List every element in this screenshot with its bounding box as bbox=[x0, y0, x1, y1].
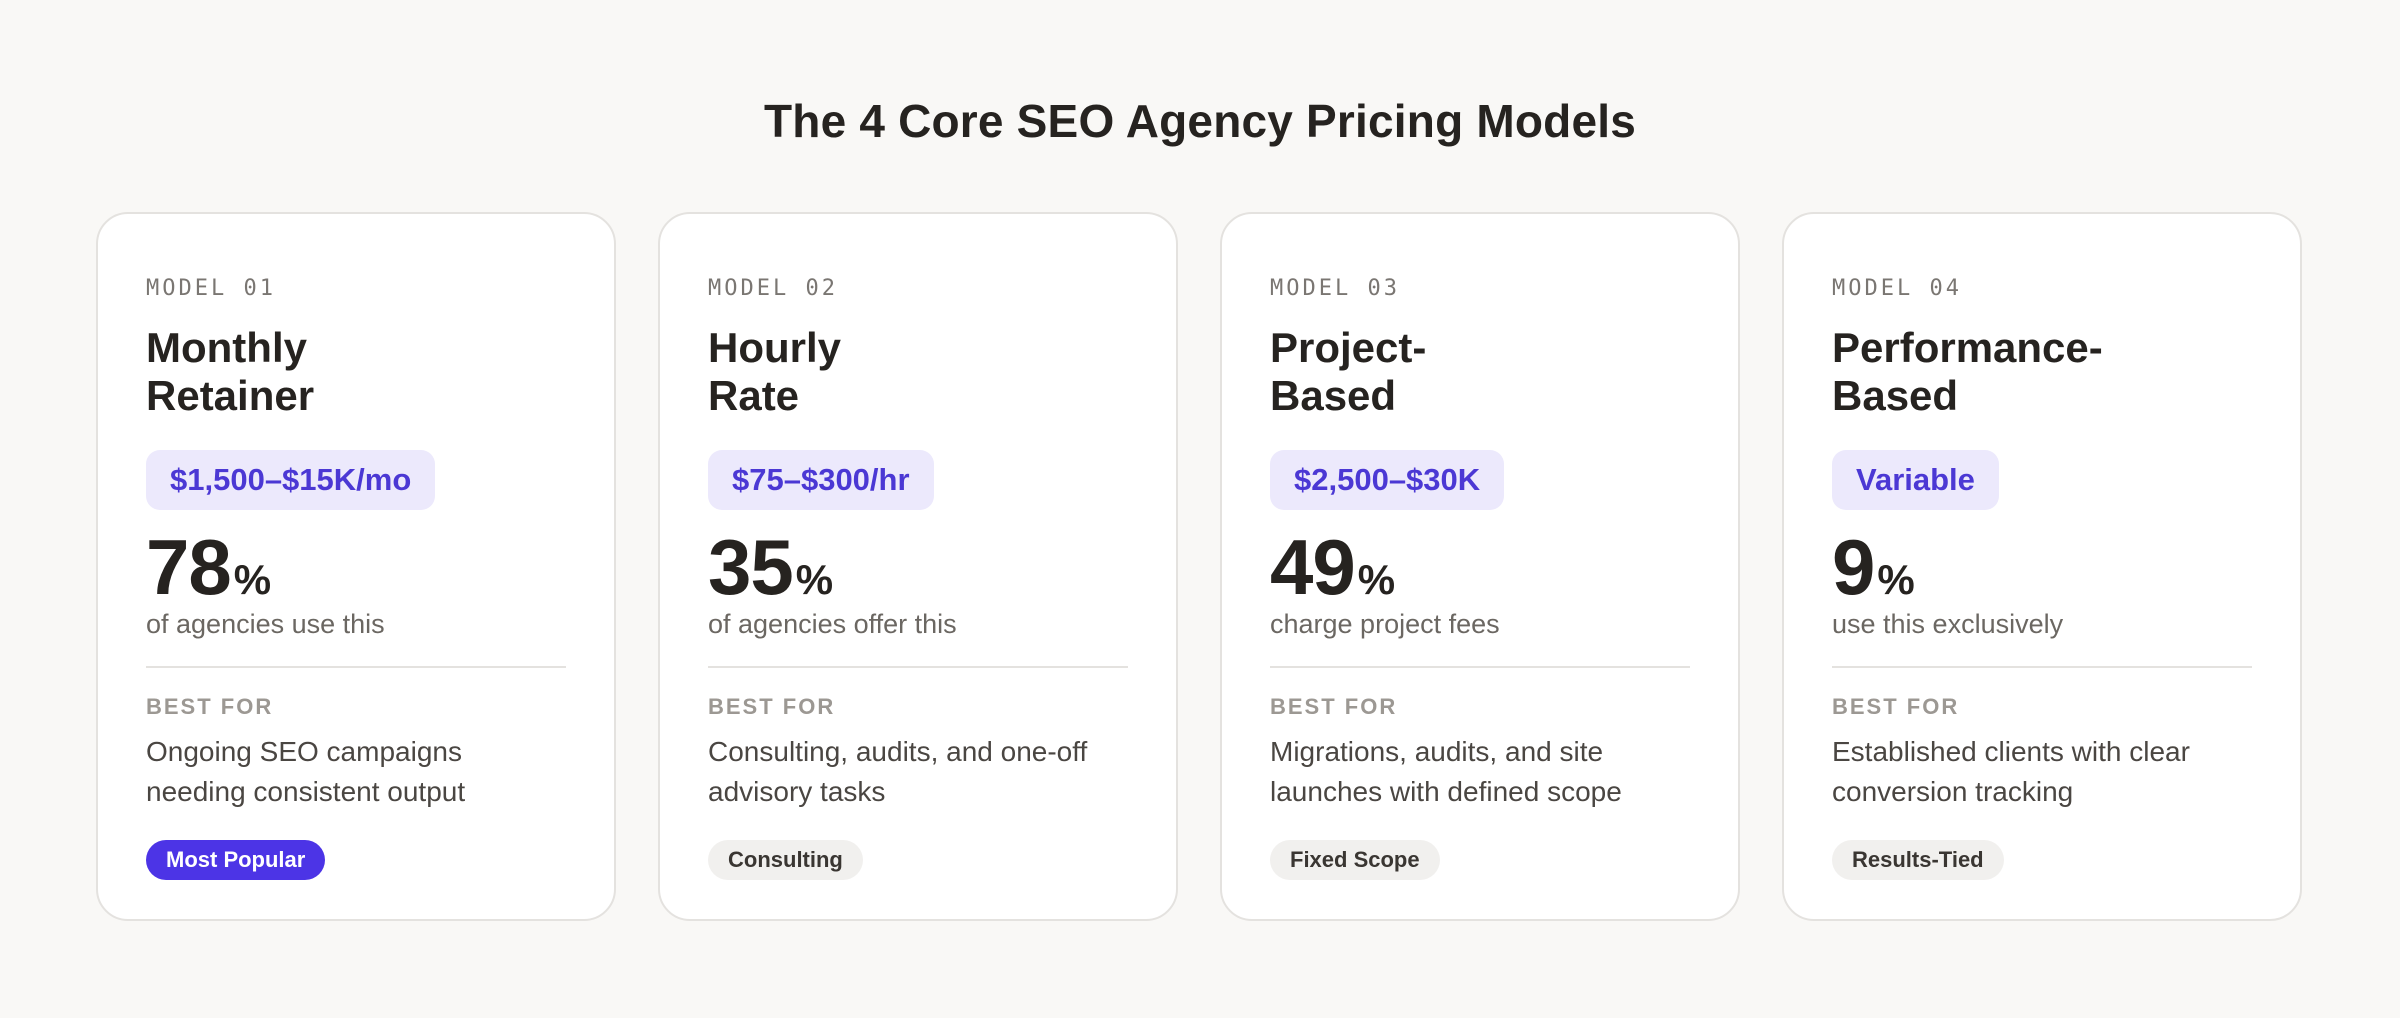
pricing-card-project-based: MODEL 03 Project- Based $2,500–$30K 49 %… bbox=[1220, 212, 1740, 921]
model-name-line1: Performance- bbox=[1832, 324, 2103, 371]
stat-caption: use this exclusively bbox=[1832, 609, 2064, 639]
best-for-text: Migrations, audits, and site launches wi… bbox=[1270, 736, 1622, 807]
model-name-line1: Project- bbox=[1270, 324, 1427, 371]
model-name-line2: Retainer bbox=[146, 372, 315, 419]
model-name: Monthly Retainer bbox=[146, 324, 566, 420]
divider bbox=[708, 666, 1128, 668]
divider bbox=[146, 666, 566, 668]
model-label: MODEL 01 bbox=[146, 276, 276, 301]
best-for-text: Consulting, audits, and one-off advisory… bbox=[708, 736, 1088, 807]
best-for-label: BEST FOR bbox=[1270, 694, 1398, 719]
price-range-badge: Variable bbox=[1832, 450, 1999, 510]
stat-caption: of agencies offer this bbox=[708, 609, 957, 639]
best-for-text: Ongoing SEO campaigns needing consistent… bbox=[146, 736, 466, 807]
model-name-line1: Monthly bbox=[146, 324, 307, 371]
pricing-card-monthly-retainer: MODEL 01 Monthly Retainer $1,500–$15K/mo… bbox=[96, 212, 616, 921]
model-name: Performance- Based bbox=[1832, 324, 2252, 420]
stat-caption: of agencies use this bbox=[146, 609, 385, 639]
stat-number: 35 bbox=[708, 523, 794, 611]
stat-unit: % bbox=[233, 556, 272, 603]
price-range-badge: $75–$300/hr bbox=[708, 450, 934, 510]
usage-stat: 49 % bbox=[1270, 523, 1690, 611]
best-for-label: BEST FOR bbox=[708, 694, 836, 719]
tag-badge: Fixed Scope bbox=[1270, 840, 1440, 880]
divider bbox=[1832, 666, 2252, 668]
stat-unit: % bbox=[795, 556, 834, 603]
model-name-line2: Rate bbox=[708, 372, 800, 419]
usage-stat: 9 % bbox=[1832, 523, 2252, 611]
stat-number: 49 bbox=[1270, 523, 1356, 611]
model-name-line2: Based bbox=[1270, 372, 1397, 419]
best-for-text: Established clients with clear conversio… bbox=[1832, 736, 2190, 807]
stat-number: 78 bbox=[146, 523, 232, 611]
divider bbox=[1270, 666, 1690, 668]
stat-unit: % bbox=[1877, 556, 1915, 603]
model-name-line1: Hourly bbox=[708, 324, 842, 371]
pricing-card-hourly-rate: MODEL 02 Hourly Rate $75–$300/hr 35 % of… bbox=[658, 212, 1178, 921]
best-for-label: BEST FOR bbox=[146, 694, 274, 719]
tag-badge: Results-Tied bbox=[1832, 840, 2004, 880]
model-name-line2: Based bbox=[1832, 372, 1959, 419]
stat-unit: % bbox=[1357, 556, 1396, 603]
stat-number: 9 bbox=[1832, 523, 1875, 611]
tag-badge: Consulting bbox=[708, 840, 863, 880]
price-range-badge: $2,500–$30K bbox=[1270, 450, 1505, 510]
pricing-card-performance-based: MODEL 04 Performance- Based Variable 9 %… bbox=[1782, 212, 2302, 921]
usage-stat: 35 % bbox=[708, 523, 1128, 611]
model-label: MODEL 02 bbox=[708, 276, 838, 301]
pricing-cards: MODEL 01 Monthly Retainer $1,500–$15K/mo… bbox=[96, 212, 2302, 921]
tag-badge: Most Popular bbox=[146, 840, 326, 880]
page-title: The 4 Core SEO Agency Pricing Models bbox=[763, 95, 1637, 147]
model-name: Hourly Rate bbox=[708, 324, 1128, 420]
price-range-badge: $1,500–$15K/mo bbox=[146, 450, 436, 510]
model-label: MODEL 04 bbox=[1832, 276, 1962, 301]
model-label: MODEL 03 bbox=[1270, 276, 1400, 301]
usage-stat: 78 % bbox=[146, 523, 566, 611]
stat-caption: charge project fees bbox=[1270, 609, 1500, 639]
model-name: Project- Based bbox=[1270, 324, 1690, 420]
best-for-label: BEST FOR bbox=[1832, 694, 1960, 719]
